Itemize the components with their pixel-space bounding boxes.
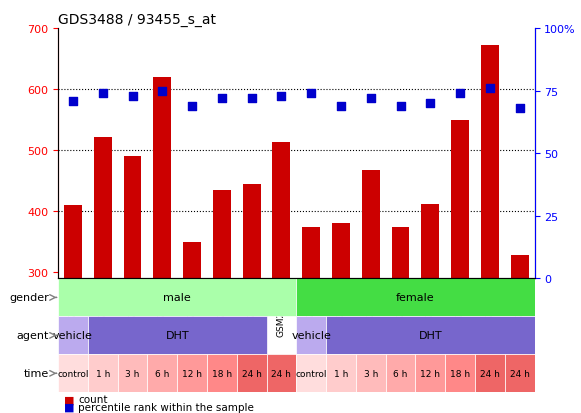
FancyBboxPatch shape [326, 317, 535, 354]
Text: DHT: DHT [166, 330, 189, 341]
FancyBboxPatch shape [148, 354, 177, 392]
Bar [153, 78, 171, 279]
Bar [362, 171, 379, 279]
Bar [183, 242, 201, 279]
FancyBboxPatch shape [58, 354, 88, 392]
Text: 1 h: 1 h [96, 369, 110, 378]
FancyBboxPatch shape [117, 354, 148, 392]
Point [307, 90, 316, 97]
Point [247, 95, 256, 102]
Text: time: time [24, 368, 49, 378]
Point [515, 106, 524, 112]
Text: 18 h: 18 h [450, 369, 470, 378]
Text: ■: ■ [64, 402, 74, 412]
Text: control: control [296, 369, 327, 378]
Point [157, 88, 167, 95]
Bar [213, 190, 231, 279]
FancyBboxPatch shape [58, 279, 296, 317]
Text: vehicle: vehicle [291, 330, 331, 341]
Bar [421, 204, 439, 279]
Text: 18 h: 18 h [212, 369, 232, 378]
FancyBboxPatch shape [88, 317, 267, 354]
Text: percentile rank within the sample: percentile rank within the sample [78, 402, 254, 412]
Point [98, 90, 107, 97]
Text: 6 h: 6 h [155, 369, 170, 378]
Bar [392, 227, 410, 279]
FancyBboxPatch shape [296, 279, 535, 317]
FancyBboxPatch shape [58, 317, 88, 354]
FancyBboxPatch shape [356, 354, 386, 392]
Point [366, 95, 375, 102]
Bar [64, 206, 82, 279]
Text: agent: agent [17, 330, 49, 341]
Text: vehicle: vehicle [53, 330, 93, 341]
Bar [272, 143, 290, 279]
Text: 24 h: 24 h [271, 369, 291, 378]
FancyBboxPatch shape [237, 354, 267, 392]
Point [426, 100, 435, 107]
Bar [94, 138, 112, 279]
Text: male: male [163, 293, 191, 303]
Bar [451, 120, 469, 279]
FancyBboxPatch shape [267, 354, 296, 392]
Point [277, 93, 286, 100]
Text: 3 h: 3 h [125, 369, 139, 378]
FancyBboxPatch shape [88, 354, 117, 392]
Text: 1 h: 1 h [334, 369, 348, 378]
Bar [302, 227, 320, 279]
Point [396, 103, 405, 110]
Text: 12 h: 12 h [420, 369, 440, 378]
Bar [124, 157, 141, 279]
Text: 24 h: 24 h [510, 369, 529, 378]
FancyBboxPatch shape [415, 354, 445, 392]
Text: 24 h: 24 h [242, 369, 261, 378]
Text: 3 h: 3 h [364, 369, 378, 378]
Text: 12 h: 12 h [182, 369, 202, 378]
Point [456, 90, 465, 97]
FancyBboxPatch shape [177, 354, 207, 392]
Text: 6 h: 6 h [393, 369, 408, 378]
Text: 24 h: 24 h [480, 369, 500, 378]
FancyBboxPatch shape [445, 354, 475, 392]
Text: DHT: DHT [418, 330, 442, 341]
FancyBboxPatch shape [386, 354, 415, 392]
Point [217, 95, 227, 102]
Bar [511, 256, 529, 279]
Text: female: female [396, 293, 435, 303]
FancyBboxPatch shape [296, 317, 326, 354]
Text: ■: ■ [64, 394, 74, 404]
Point [485, 85, 494, 92]
Text: GDS3488 / 93455_s_at: GDS3488 / 93455_s_at [58, 12, 216, 26]
Text: control: control [58, 369, 89, 378]
FancyBboxPatch shape [326, 354, 356, 392]
Point [69, 98, 78, 104]
FancyBboxPatch shape [505, 354, 535, 392]
Text: gender: gender [9, 293, 49, 303]
FancyBboxPatch shape [475, 354, 505, 392]
Point [128, 93, 137, 100]
Text: count: count [78, 394, 108, 404]
FancyBboxPatch shape [207, 354, 237, 392]
Bar [481, 46, 498, 279]
Bar [243, 184, 260, 279]
FancyBboxPatch shape [296, 354, 326, 392]
Point [188, 103, 197, 110]
Bar [332, 224, 350, 279]
Point [336, 103, 346, 110]
